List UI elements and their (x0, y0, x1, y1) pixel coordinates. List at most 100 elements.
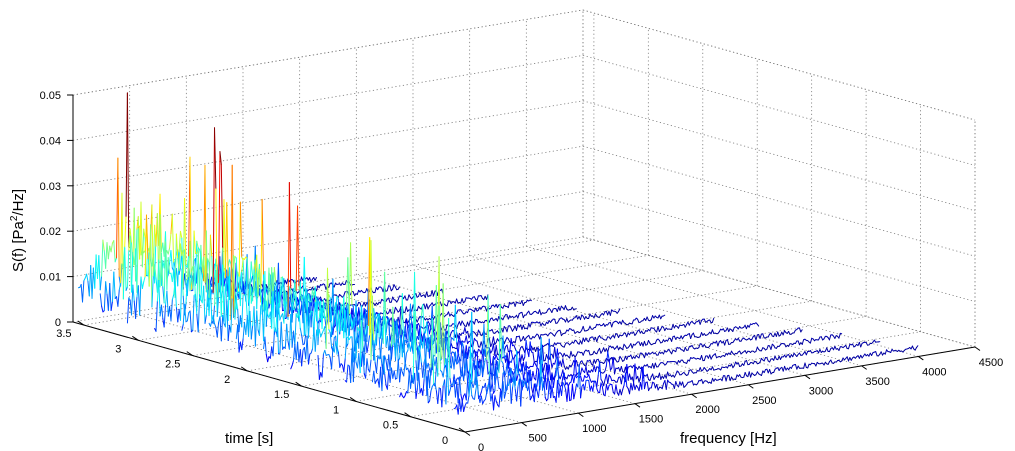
spectrum-segment (223, 283, 226, 322)
x-tick-label: 0 (478, 442, 484, 451)
spectrum-segment (86, 273, 89, 282)
spectrum-segment (521, 354, 524, 362)
spectrum-segment (774, 355, 777, 360)
z-axis-label-superscript: 2 (9, 215, 20, 221)
spectrum-segment (482, 366, 485, 376)
spectrum-segment (136, 227, 139, 293)
spectrum-segment (739, 350, 742, 355)
spectrum-segment (222, 264, 225, 322)
spectrum-segment (99, 275, 103, 291)
grid-side-z (582, 145, 976, 257)
spectrum-segment (769, 358, 772, 363)
spectrum-segment (140, 201, 143, 268)
spectrum-segment (196, 250, 199, 311)
spectrum-segment (374, 312, 377, 346)
spectrum-segment (390, 344, 394, 360)
spectrum-segment (446, 358, 450, 396)
spectrum-segment (310, 278, 313, 283)
spectrum-segment (565, 329, 568, 334)
spectrum-segment (561, 376, 564, 387)
spectrum-segment (773, 368, 776, 373)
spectrum-segment (495, 338, 498, 344)
spectrum-segment (250, 293, 254, 304)
spectrum-segment (503, 346, 507, 352)
spectrum-segment (284, 323, 288, 349)
spectrum-segment (807, 363, 810, 369)
spectrum-segment (400, 392, 403, 397)
spectrum-segment (588, 380, 591, 391)
spectrum-segment (252, 289, 255, 295)
spectrum-segment (554, 332, 557, 337)
spectrum-segment (404, 295, 407, 301)
spectrum-segment (521, 311, 524, 319)
spectrum-segment (194, 293, 198, 315)
spectrum-segment (777, 331, 780, 337)
spectrum-segment (94, 254, 97, 289)
spectrum-segment (287, 181, 290, 318)
spectrum-segment (193, 265, 196, 300)
spectrum-segment (497, 376, 500, 389)
spectrum-segment (531, 345, 534, 351)
spectrum-segment (461, 298, 464, 304)
spectrum-segment (797, 340, 801, 346)
y-tick (132, 335, 139, 341)
spectrum-segment (629, 373, 632, 380)
spectrum-segment (467, 394, 470, 404)
spectrum-segment (488, 376, 492, 392)
spectrum-segment (426, 376, 429, 404)
spectrum-segment (277, 302, 281, 321)
spectrum-segment (575, 351, 579, 356)
spectrum-segment (559, 305, 562, 311)
z-tick-label: 0.05 (40, 90, 61, 102)
spectrum-segment (448, 317, 451, 379)
spectrum-segment (661, 383, 665, 390)
spectrum-segment (544, 396, 548, 402)
spectrum-segment (657, 326, 660, 332)
spectrum-segment (405, 319, 409, 326)
spectrum-segment (648, 339, 651, 344)
spectrum-segment (592, 380, 595, 392)
spectrum-segment (491, 328, 494, 334)
spectrum-segment (548, 380, 552, 399)
spectrum-segment (486, 358, 489, 375)
spectrum-segment (605, 351, 609, 367)
spectrum-segment (261, 198, 264, 276)
spectrum-segment (724, 352, 727, 357)
spectrum-segment (469, 380, 473, 397)
spectrum-segment (487, 295, 490, 387)
spectrum-segment (503, 391, 507, 399)
spectrum-segment (801, 339, 805, 345)
spectrum-segment (701, 378, 704, 385)
spectrum-segment (502, 326, 505, 333)
spectrum-segment (626, 332, 629, 338)
spectrum-segment (539, 309, 542, 316)
spectrum-segment (264, 336, 267, 355)
spectrum-segment (720, 366, 723, 371)
spectrum-segment (439, 322, 443, 348)
spectrum-segment (179, 243, 183, 257)
spectrum-segment (400, 366, 403, 373)
spectrum-segment (320, 296, 323, 302)
y-tick (458, 427, 466, 433)
spectrum-segment (629, 382, 632, 395)
x-tick-label: 2000 (695, 404, 719, 416)
spectrum-segment (763, 357, 767, 362)
spectrum-segment (657, 386, 660, 391)
spectrum-segment (431, 305, 435, 332)
y-tick (295, 381, 302, 387)
spectrum-segment (399, 366, 402, 383)
spectrum-segment (476, 340, 479, 348)
spectrum-segment (220, 163, 224, 249)
spectrum-segment (324, 302, 327, 310)
spectrum-segment (474, 389, 477, 400)
spectrum-segment (118, 282, 122, 291)
spectrum-segment (294, 313, 297, 346)
spectrum-segment (303, 333, 307, 345)
z-axis-label-base: S(f) [Pa (10, 220, 27, 272)
spectrum-segment (567, 364, 571, 370)
spectrum-segment (331, 325, 334, 338)
spectrum-segment (254, 310, 258, 347)
spectrum-segment (139, 225, 142, 256)
spectrum-segment (396, 325, 399, 340)
spectrum-segment (469, 345, 473, 383)
